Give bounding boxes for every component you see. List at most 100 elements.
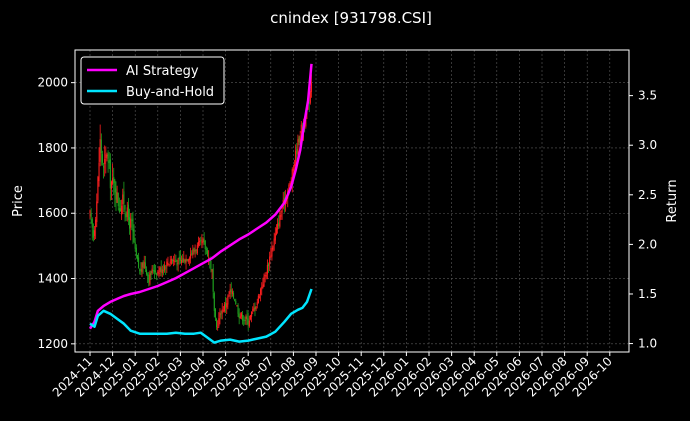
price-candle-body <box>114 180 116 193</box>
price-candle-body <box>261 286 263 290</box>
price-candle-body <box>174 261 176 263</box>
price-candle-body <box>203 238 205 242</box>
price-candle-body <box>281 209 283 213</box>
legend: AI Strategy Buy-and-Hold <box>80 56 225 105</box>
price-candle-body <box>242 314 244 321</box>
price-candle-body <box>265 275 267 277</box>
price-candle-body <box>263 276 265 287</box>
price-candle-body <box>208 257 210 259</box>
price-candle-body <box>216 319 218 328</box>
price-candle-body <box>272 246 274 250</box>
price-candle-body <box>177 258 179 265</box>
price-candle-body <box>280 214 282 217</box>
price-candle-body <box>184 259 186 263</box>
price-candle-body <box>238 313 240 319</box>
price-candle-body <box>127 204 129 220</box>
price-candle-body <box>116 192 118 203</box>
price-candle-body <box>186 259 188 261</box>
price-candle-body <box>103 166 105 168</box>
price-candle-body <box>264 275 266 277</box>
price-candle-body <box>95 219 97 228</box>
price-candle-body <box>152 270 154 272</box>
price-candle-body <box>104 158 106 164</box>
price-candle-body <box>90 213 92 217</box>
price-candle-body <box>257 295 259 304</box>
price-candle-body <box>252 309 254 311</box>
price-candle-body <box>109 159 111 189</box>
price-candle-body <box>218 318 220 327</box>
price-candle-body <box>277 223 279 230</box>
price-candle-body <box>139 269 141 271</box>
price-candle-body <box>222 310 224 312</box>
price-candle-body <box>237 305 239 314</box>
price-candle-body <box>143 261 145 269</box>
price-candle-body <box>219 312 221 318</box>
legend-label-ai-strategy: AI Strategy <box>126 64 199 79</box>
price-candle-body <box>260 288 262 295</box>
price-candle-body <box>117 192 119 207</box>
price-candle-body <box>191 253 193 255</box>
price-candle-body <box>225 302 227 307</box>
price-candle-body <box>130 218 132 228</box>
price-candle-body <box>197 241 200 246</box>
price-candle-body <box>297 139 299 156</box>
price-candle-body <box>235 300 237 305</box>
price-candle-body <box>119 208 122 212</box>
price-candle-body <box>175 259 177 262</box>
price-candle-body <box>271 247 273 257</box>
price-candle-body <box>105 154 107 159</box>
price-candle-body <box>168 263 170 265</box>
price-candle-body <box>195 249 197 252</box>
price-candle-body <box>298 137 300 143</box>
price-candle-body <box>122 194 124 205</box>
series-line-ai-strategy <box>88 63 313 330</box>
price-candle-body <box>164 265 166 271</box>
price-candle-body <box>157 271 159 274</box>
price-candle-body <box>99 139 101 162</box>
price-candle-body <box>274 233 276 241</box>
price-candle-body <box>226 303 228 308</box>
right-axis: 1.0 1.5 2.0 2.5 3.0 3.5 <box>629 89 657 351</box>
price-candle-body <box>161 269 163 274</box>
price-candle-body <box>291 169 293 185</box>
price-candle-body <box>132 218 134 232</box>
price-candle-body <box>156 273 158 276</box>
price-candle-body <box>220 313 222 315</box>
price-candle-body <box>169 261 171 263</box>
price-candle-body <box>125 213 127 218</box>
price-candle-body <box>200 239 202 241</box>
price-candle-body <box>141 263 143 273</box>
price-candle-body <box>310 83 313 92</box>
price-candle-body <box>243 319 245 321</box>
price-candle-body <box>180 260 183 264</box>
price-candle-body <box>300 124 302 133</box>
price-candle-body <box>100 139 102 154</box>
price-candle-body <box>190 254 192 259</box>
price-candle-body <box>206 250 209 257</box>
price-candle-body <box>145 269 148 275</box>
price-candle-body <box>126 207 128 217</box>
right-axis-tick-label: 1.5 <box>638 287 657 301</box>
price-candle-body <box>167 263 169 265</box>
price-candle-body <box>254 306 256 310</box>
price-candle-body <box>270 255 272 257</box>
price-candle-body <box>289 182 291 186</box>
right-axis-tick-label: 1.0 <box>638 337 657 351</box>
price-candle-body <box>93 230 96 236</box>
price-candle-body <box>256 302 258 306</box>
price-candle-body <box>205 248 207 250</box>
chart-title: cnindex [931798.CSI] <box>270 9 432 27</box>
price-candle-body <box>185 258 187 263</box>
price-candle-body <box>188 258 190 260</box>
price-candle-body <box>246 316 248 319</box>
price-candle-body <box>221 309 223 314</box>
price-candle-body <box>236 305 238 307</box>
price-candle-body <box>170 259 172 264</box>
price-candle-body <box>176 262 178 266</box>
left-axis-tick-label: 1400 <box>37 272 68 286</box>
price-candle-body <box>160 267 162 273</box>
price-candle-body <box>149 273 151 285</box>
price-candle-body <box>269 256 271 265</box>
price-candle-body <box>196 245 198 254</box>
price-candle-body <box>273 238 275 246</box>
